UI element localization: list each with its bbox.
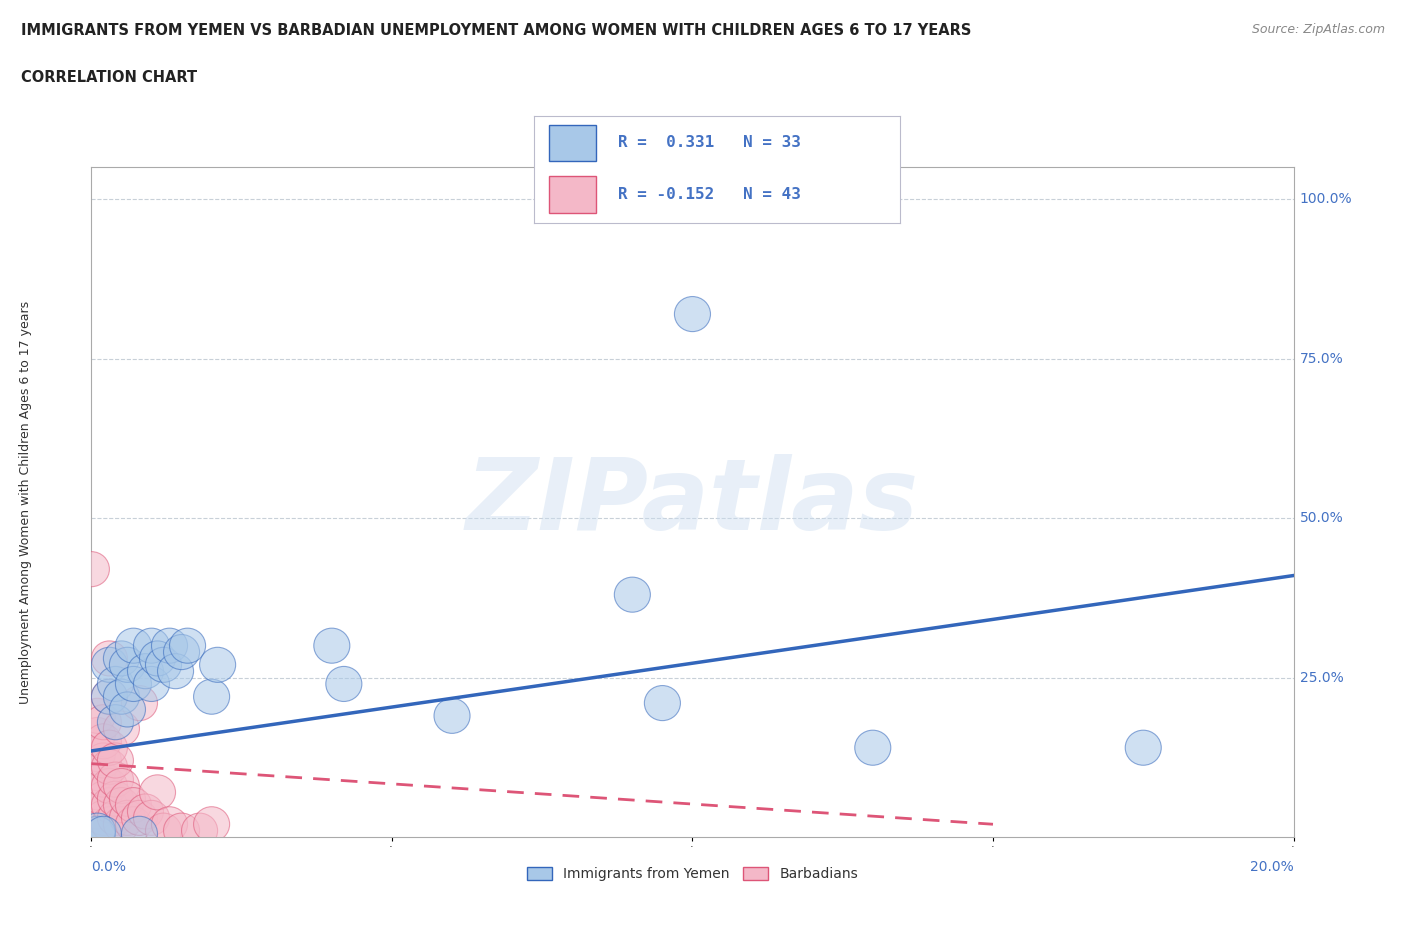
Legend: Immigrants from Yemen, Barbadians: Immigrants from Yemen, Barbadians xyxy=(522,862,863,887)
Ellipse shape xyxy=(86,762,121,797)
Ellipse shape xyxy=(79,717,115,752)
Ellipse shape xyxy=(97,705,134,739)
Ellipse shape xyxy=(194,679,229,714)
Ellipse shape xyxy=(79,775,115,810)
Ellipse shape xyxy=(157,654,194,689)
Ellipse shape xyxy=(91,806,128,842)
Text: R =  0.331   N = 33: R = 0.331 N = 33 xyxy=(619,136,801,151)
Ellipse shape xyxy=(91,788,128,823)
Ellipse shape xyxy=(79,756,115,790)
Ellipse shape xyxy=(73,551,110,587)
Ellipse shape xyxy=(675,297,710,332)
Ellipse shape xyxy=(134,628,170,663)
FancyBboxPatch shape xyxy=(548,125,596,161)
Ellipse shape xyxy=(86,705,121,739)
Ellipse shape xyxy=(86,817,121,851)
Ellipse shape xyxy=(128,794,163,829)
Ellipse shape xyxy=(91,641,128,676)
Text: 25.0%: 25.0% xyxy=(1299,671,1343,684)
Ellipse shape xyxy=(79,737,115,772)
Ellipse shape xyxy=(134,667,170,701)
Ellipse shape xyxy=(115,806,152,842)
FancyBboxPatch shape xyxy=(548,176,596,213)
Ellipse shape xyxy=(79,817,115,851)
Ellipse shape xyxy=(134,801,170,835)
Ellipse shape xyxy=(104,679,139,714)
Ellipse shape xyxy=(91,679,128,714)
Ellipse shape xyxy=(145,813,181,848)
Ellipse shape xyxy=(79,794,115,829)
Ellipse shape xyxy=(79,813,115,848)
Ellipse shape xyxy=(121,801,157,835)
Ellipse shape xyxy=(97,762,134,797)
Ellipse shape xyxy=(170,628,205,663)
Ellipse shape xyxy=(86,743,121,778)
Ellipse shape xyxy=(104,641,139,676)
Ellipse shape xyxy=(644,685,681,721)
Ellipse shape xyxy=(91,679,128,714)
Ellipse shape xyxy=(110,801,145,835)
Ellipse shape xyxy=(79,698,115,734)
Ellipse shape xyxy=(139,641,176,676)
Ellipse shape xyxy=(314,628,350,663)
Ellipse shape xyxy=(104,788,139,823)
Ellipse shape xyxy=(115,628,152,663)
Ellipse shape xyxy=(97,667,134,701)
Ellipse shape xyxy=(121,817,157,851)
Ellipse shape xyxy=(200,647,236,683)
Ellipse shape xyxy=(181,813,218,848)
Ellipse shape xyxy=(91,750,128,784)
Ellipse shape xyxy=(86,724,121,759)
Ellipse shape xyxy=(91,768,128,804)
Ellipse shape xyxy=(104,768,139,804)
Ellipse shape xyxy=(434,698,470,734)
Ellipse shape xyxy=(110,692,145,727)
Text: CORRELATION CHART: CORRELATION CHART xyxy=(21,70,197,85)
Ellipse shape xyxy=(97,781,134,817)
Text: 100.0%: 100.0% xyxy=(1299,193,1353,206)
Text: 0.0%: 0.0% xyxy=(91,860,127,874)
Ellipse shape xyxy=(614,578,651,612)
Text: 50.0%: 50.0% xyxy=(1299,512,1343,525)
Ellipse shape xyxy=(97,743,134,778)
Ellipse shape xyxy=(152,628,187,663)
Text: Unemployment Among Women with Children Ages 6 to 17 years: Unemployment Among Women with Children A… xyxy=(18,300,32,704)
Ellipse shape xyxy=(139,775,176,810)
Ellipse shape xyxy=(121,685,157,721)
Text: 75.0%: 75.0% xyxy=(1299,352,1343,365)
Ellipse shape xyxy=(855,730,891,765)
Text: 20.0%: 20.0% xyxy=(1250,860,1294,874)
Text: Source: ZipAtlas.com: Source: ZipAtlas.com xyxy=(1251,23,1385,36)
Ellipse shape xyxy=(145,647,181,683)
Ellipse shape xyxy=(91,647,128,683)
Ellipse shape xyxy=(110,647,145,683)
Ellipse shape xyxy=(1125,730,1161,765)
Ellipse shape xyxy=(152,806,187,842)
Text: R = -0.152   N = 43: R = -0.152 N = 43 xyxy=(619,187,801,202)
Ellipse shape xyxy=(104,806,139,842)
Ellipse shape xyxy=(326,667,361,701)
Text: ZIPatlas: ZIPatlas xyxy=(465,454,920,551)
Ellipse shape xyxy=(91,730,128,765)
Ellipse shape xyxy=(110,781,145,817)
Ellipse shape xyxy=(79,817,115,851)
Ellipse shape xyxy=(97,801,134,835)
Ellipse shape xyxy=(115,667,152,701)
Ellipse shape xyxy=(104,711,139,746)
Text: IMMIGRANTS FROM YEMEN VS BARBADIAN UNEMPLOYMENT AMONG WOMEN WITH CHILDREN AGES 6: IMMIGRANTS FROM YEMEN VS BARBADIAN UNEMP… xyxy=(21,23,972,38)
Ellipse shape xyxy=(86,801,121,835)
Ellipse shape xyxy=(194,806,229,842)
Ellipse shape xyxy=(163,634,200,670)
Ellipse shape xyxy=(128,654,163,689)
Ellipse shape xyxy=(86,781,121,817)
Ellipse shape xyxy=(115,788,152,823)
Ellipse shape xyxy=(163,813,200,848)
